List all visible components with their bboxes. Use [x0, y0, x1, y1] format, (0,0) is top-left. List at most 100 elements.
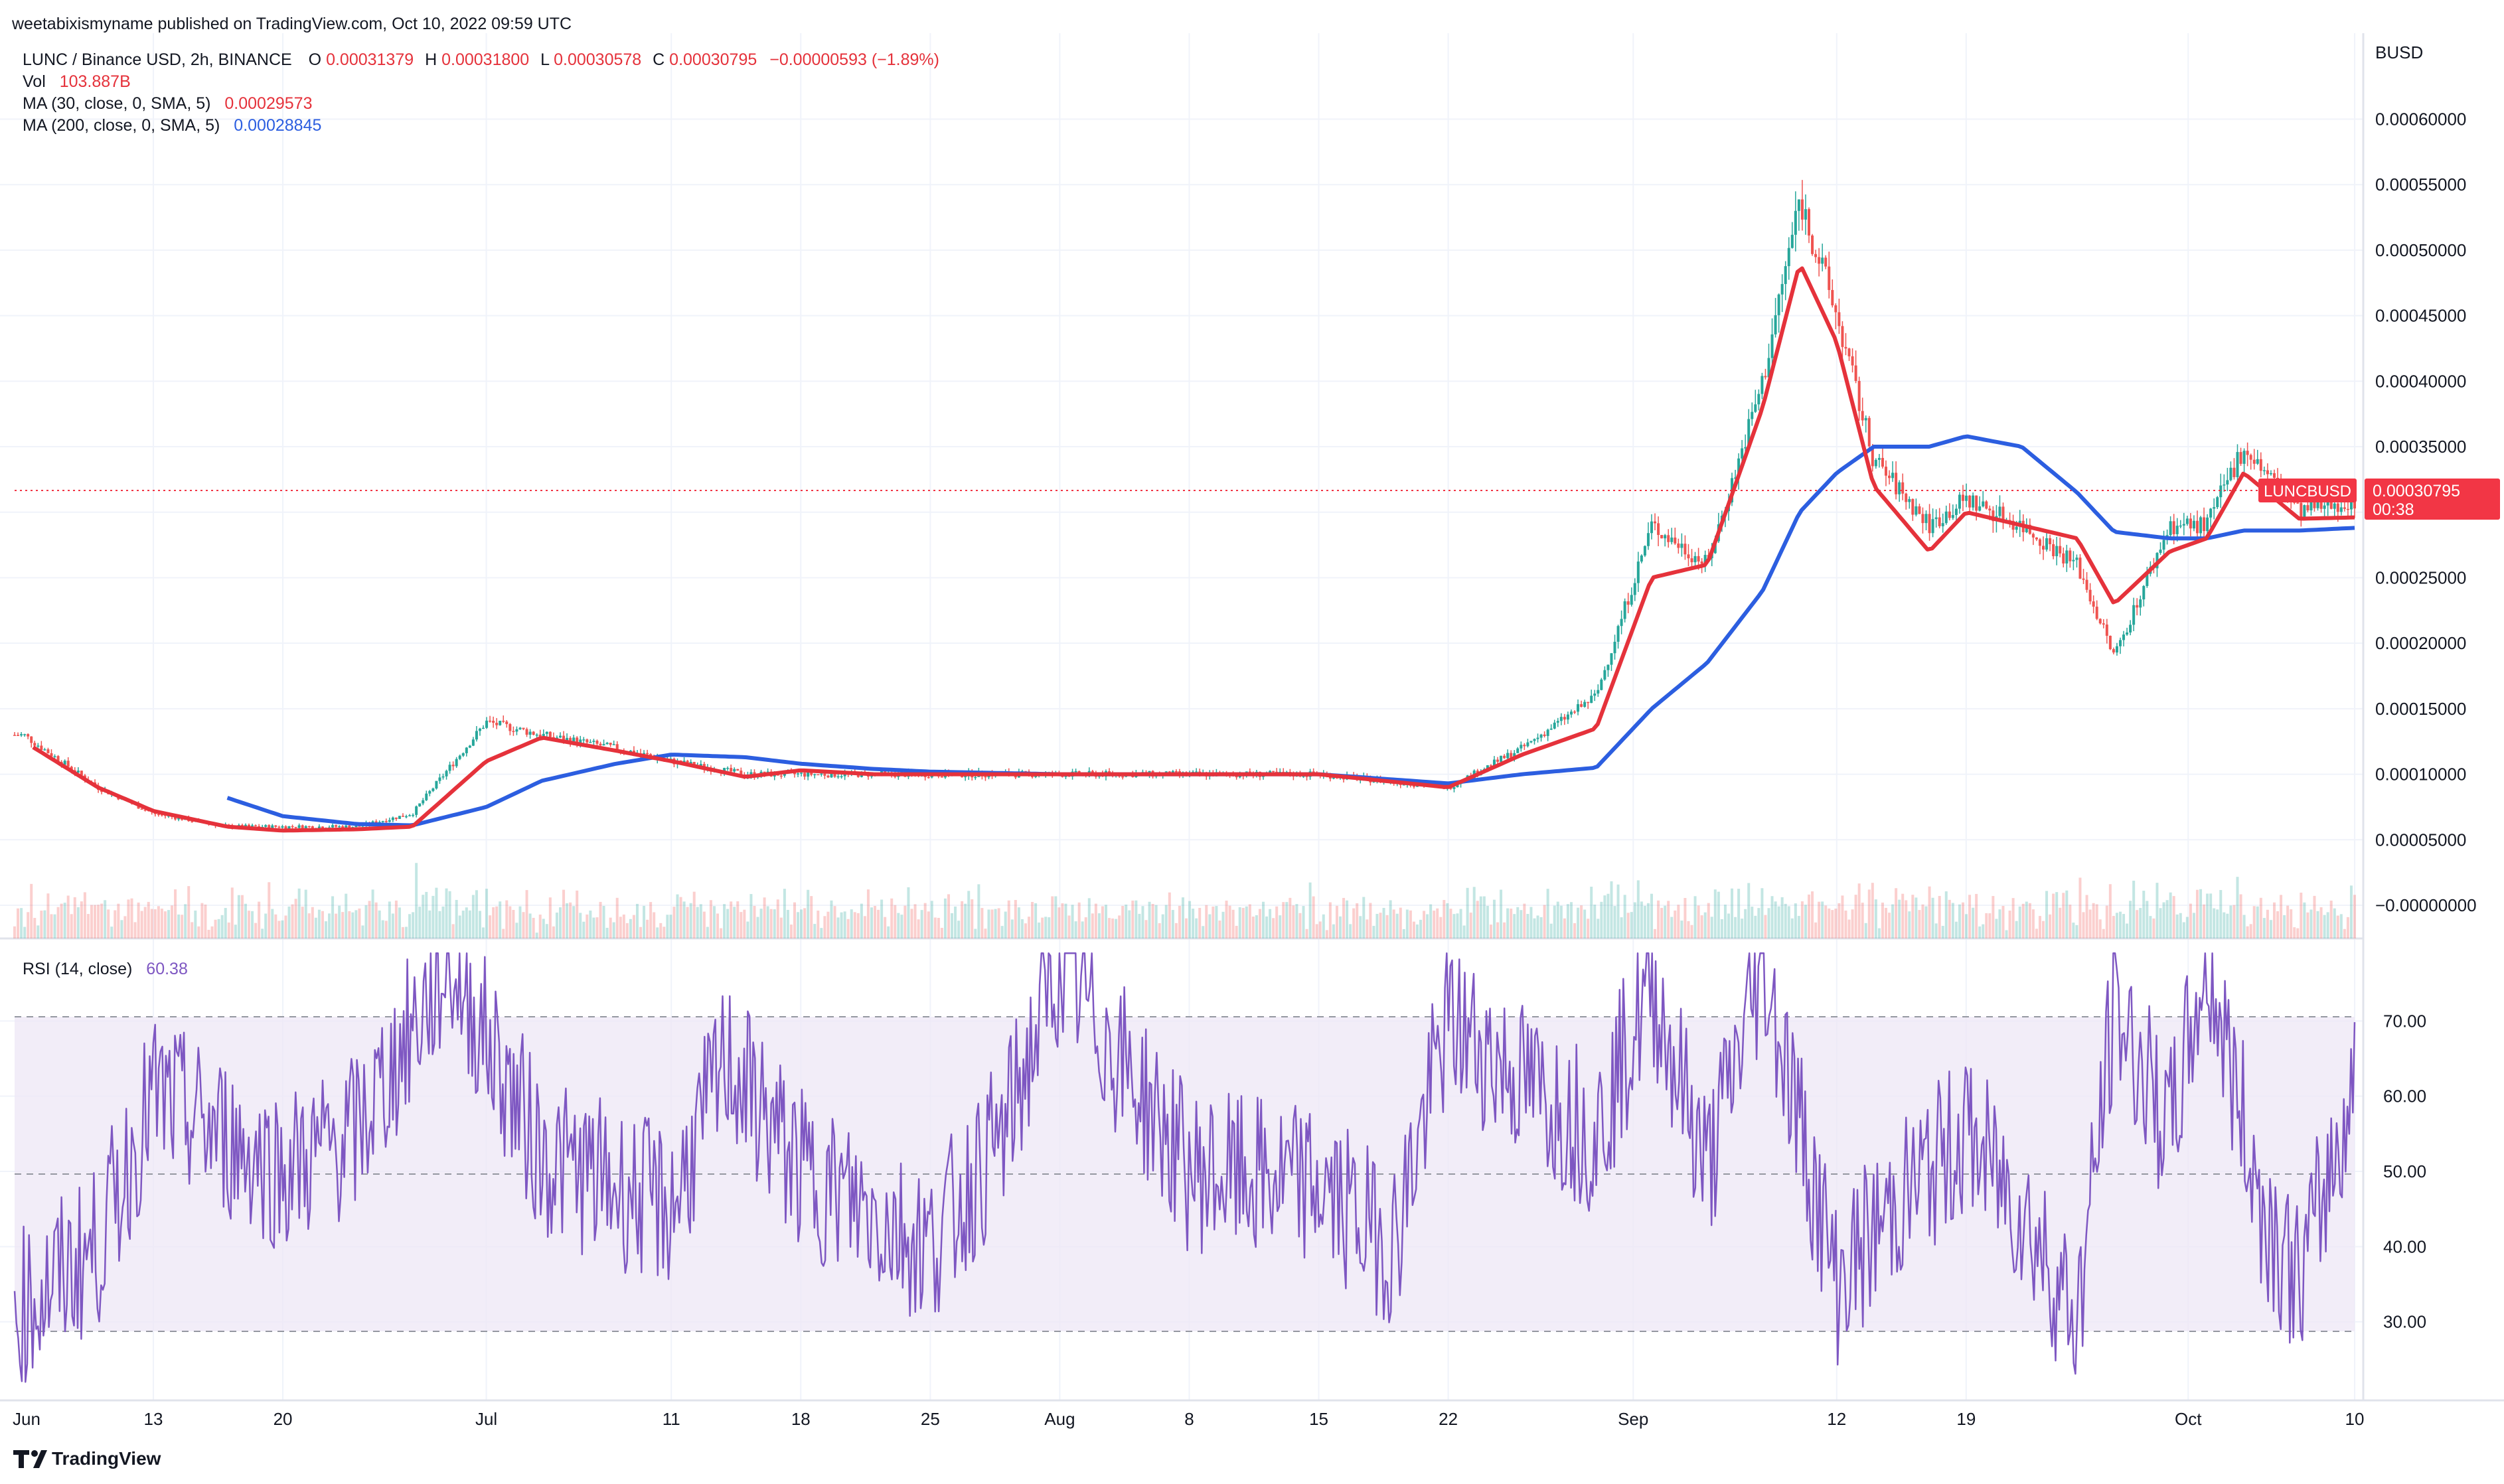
volume-bar [1583, 909, 1587, 938]
volume-bar [167, 910, 170, 938]
volume-bar [509, 906, 512, 938]
candle-body [43, 749, 46, 751]
time-tick-label: Jul [475, 1409, 497, 1429]
ma30-value: 0.00029573 [224, 94, 312, 113]
candle-body [2179, 525, 2182, 527]
candle-body [940, 777, 943, 778]
volume-bar [1024, 923, 1027, 938]
volume-bar [2223, 912, 2226, 938]
volume-bar [197, 926, 200, 938]
candle-body [475, 731, 478, 740]
tradingview-logo[interactable]: TradingView [13, 1448, 161, 1469]
volume-bar [826, 911, 830, 938]
candle-body [425, 793, 428, 800]
volume-bar [2092, 903, 2095, 938]
volume-bar [1674, 910, 1677, 938]
volume-bar [2216, 909, 2219, 938]
volume-bar [2236, 877, 2239, 938]
volume-bar [1496, 922, 1500, 938]
volume-bar [401, 927, 404, 938]
volume-bar [894, 905, 897, 938]
volume-bar [1279, 915, 1282, 938]
volume-bar [712, 906, 716, 938]
rsi-axis[interactable]: 70.00 60.00 50.00 40.00 30.00 [2383, 1011, 2426, 1331]
candle-body [2256, 459, 2259, 464]
volume-bar [1315, 924, 1318, 938]
volume-bar [37, 925, 40, 938]
volume-bar [1429, 904, 1433, 938]
candle-body [1881, 457, 1884, 467]
candle-body [1553, 722, 1556, 729]
volume-bar [1770, 896, 1774, 938]
volume-bar [947, 894, 950, 938]
volume-bar [181, 915, 184, 938]
volume-bar [1262, 901, 1265, 938]
candle-body [191, 821, 194, 822]
volume-bar [528, 913, 532, 938]
candle-body [1670, 537, 1674, 542]
candle-body [1690, 558, 1693, 563]
volume-bar [1255, 915, 1258, 938]
ma200-label: MA (200, close, 0, SMA, 5) [23, 116, 220, 135]
candle-body [1770, 334, 1774, 358]
candle-body [2272, 473, 2276, 478]
volume-bar [1332, 924, 1335, 938]
rsi-legend[interactable]: RSI (14, close) 60.38 [23, 960, 188, 978]
candle-body [297, 825, 301, 828]
candle-body [1884, 467, 1887, 476]
volume-bar [234, 925, 237, 938]
volume-bar [1419, 919, 1423, 938]
volume-bar [987, 909, 990, 938]
volume-bar [1405, 909, 1409, 938]
candle-body [1489, 765, 1492, 767]
candle-body [1616, 626, 1620, 642]
candle-body [502, 720, 505, 722]
volume-bar [2069, 905, 2072, 938]
candle-body [964, 776, 967, 778]
volume-bar [964, 903, 967, 938]
candle-body [248, 824, 251, 827]
candle-body [2065, 550, 2069, 563]
candle-body [572, 737, 576, 744]
candle-body [974, 777, 977, 779]
candle-body [1559, 717, 1563, 721]
candle-body [1573, 711, 1576, 713]
volume-bar [127, 899, 130, 938]
volume-bar [1269, 909, 1272, 938]
volume-bar [910, 909, 913, 938]
volume-bar [1462, 925, 1466, 938]
volume-bar [1600, 901, 1603, 938]
volume-bar [1867, 889, 1871, 938]
volume-bar [1643, 905, 1646, 938]
volume-bar [576, 890, 579, 938]
candle-body [1623, 601, 1626, 619]
time-axis[interactable]: Jun 13 20 Jul 11 18 25 Aug 8 15 22 Sep 12 19 Oct 10 [13, 1409, 2364, 1429]
candle-body [50, 753, 53, 757]
volume-bar [1700, 915, 1703, 938]
volume-bar [1636, 880, 1640, 938]
candle-body [1968, 495, 1972, 508]
candle-body [268, 825, 271, 829]
volume-bar [1915, 897, 1918, 938]
volume-bar [682, 901, 686, 938]
candle-body [615, 744, 619, 751]
volume-bar [1228, 905, 1231, 938]
candle-body [1633, 583, 1636, 595]
candle-body [1928, 514, 1931, 534]
ma200-legend[interactable]: MA (200, close, 0, SMA, 5) 0.00028845 [23, 116, 321, 135]
volume-bar [1800, 901, 1804, 938]
candle-body [2088, 589, 2092, 602]
volume-bar [30, 883, 33, 938]
candle-body [522, 727, 525, 729]
volume-bar [284, 915, 287, 938]
candle-body [2115, 646, 2118, 653]
candle-body [348, 825, 351, 828]
volume-bar [1864, 923, 1867, 938]
price-candles [13, 180, 2356, 830]
ma30-legend[interactable]: MA (30, close, 0, SMA, 5) 0.00029573 [23, 94, 312, 113]
volume-bar [1580, 905, 1583, 938]
volume-bar [66, 895, 70, 938]
volume-bar [1757, 908, 1761, 938]
volume-bar [927, 911, 930, 938]
